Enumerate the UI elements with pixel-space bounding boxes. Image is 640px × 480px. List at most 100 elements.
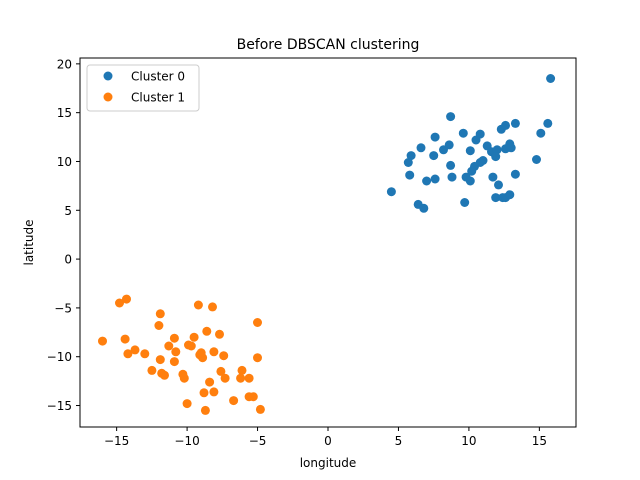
legend-marker bbox=[103, 71, 113, 81]
data-point bbox=[430, 174, 440, 184]
data-point bbox=[193, 300, 203, 310]
legend-label: Cluster 1 bbox=[131, 91, 185, 105]
data-point bbox=[416, 143, 426, 153]
data-point bbox=[543, 118, 553, 128]
x-tick-label: −15 bbox=[104, 434, 129, 448]
chart-title: Before DBSCAN clustering bbox=[237, 37, 420, 53]
data-point bbox=[115, 298, 124, 308]
data-point bbox=[492, 145, 502, 155]
data-point bbox=[467, 166, 477, 176]
data-point bbox=[447, 172, 457, 182]
data-point bbox=[506, 143, 516, 153]
data-point bbox=[123, 349, 133, 359]
data-point bbox=[465, 176, 475, 186]
data-point bbox=[155, 355, 165, 365]
data-point bbox=[510, 169, 520, 179]
data-points bbox=[98, 74, 556, 415]
data-point bbox=[491, 152, 501, 162]
x-tick-label: 15 bbox=[532, 434, 547, 448]
x-axis-label: longitude bbox=[300, 456, 357, 470]
data-point bbox=[98, 336, 107, 346]
series-0 bbox=[386, 74, 556, 213]
data-point bbox=[196, 348, 206, 358]
data-point bbox=[510, 118, 520, 128]
y-tick-label: 10 bbox=[57, 155, 72, 169]
data-point bbox=[429, 151, 439, 161]
data-point bbox=[171, 347, 181, 357]
legend: Cluster 0 Cluster 1 bbox=[86, 64, 200, 112]
y-tick-label: 20 bbox=[57, 57, 72, 71]
data-point bbox=[209, 387, 219, 397]
data-point bbox=[460, 198, 470, 207]
data-point bbox=[386, 187, 396, 197]
data-point bbox=[219, 351, 229, 361]
y-tick-label: 5 bbox=[64, 204, 72, 218]
data-point bbox=[182, 399, 192, 409]
data-point bbox=[491, 193, 501, 203]
data-point bbox=[494, 180, 503, 190]
data-point bbox=[536, 128, 546, 138]
data-point bbox=[169, 357, 179, 367]
data-point bbox=[155, 309, 165, 319]
y-tick-label: 15 bbox=[57, 106, 72, 120]
y-tick-label: −15 bbox=[47, 399, 72, 413]
y-axis-label: latitude bbox=[22, 219, 36, 265]
data-point bbox=[122, 294, 131, 304]
data-point bbox=[446, 160, 456, 170]
y-tick-label: −10 bbox=[47, 350, 72, 364]
x-tick-label: −10 bbox=[174, 434, 199, 448]
data-point bbox=[130, 345, 140, 355]
x-tick-label: −5 bbox=[249, 434, 267, 448]
data-point bbox=[253, 353, 262, 363]
data-point bbox=[444, 140, 454, 150]
x-tick-label: 0 bbox=[324, 434, 332, 448]
data-point bbox=[120, 334, 130, 344]
data-point bbox=[546, 74, 556, 83]
data-point bbox=[244, 373, 254, 383]
data-point bbox=[200, 405, 210, 415]
data-point bbox=[209, 347, 219, 357]
data-point bbox=[501, 120, 510, 130]
data-point bbox=[532, 155, 541, 164]
data-point bbox=[505, 190, 515, 200]
data-point bbox=[186, 341, 196, 351]
data-point bbox=[229, 396, 239, 406]
data-point bbox=[471, 135, 481, 145]
data-point bbox=[403, 158, 413, 167]
data-point bbox=[208, 302, 217, 312]
data-point bbox=[422, 176, 432, 186]
x-tick-label: 5 bbox=[395, 434, 403, 448]
data-point bbox=[465, 146, 475, 156]
data-point bbox=[140, 349, 150, 359]
data-point bbox=[236, 373, 246, 383]
data-point bbox=[406, 151, 416, 161]
data-point bbox=[169, 333, 179, 343]
data-point bbox=[488, 172, 498, 182]
legend-box bbox=[86, 64, 200, 112]
data-point bbox=[154, 321, 164, 330]
data-point bbox=[405, 170, 415, 180]
legend-marker bbox=[103, 92, 113, 102]
data-point bbox=[216, 366, 226, 376]
y-axis: −15 −10 −5 0 5 10 15 20 bbox=[47, 57, 80, 413]
data-point bbox=[189, 332, 199, 342]
data-point bbox=[164, 341, 174, 351]
legend-label: Cluster 0 bbox=[131, 70, 185, 84]
data-point bbox=[202, 326, 212, 336]
data-point bbox=[179, 373, 189, 383]
data-point bbox=[458, 128, 468, 138]
data-point bbox=[147, 365, 157, 375]
x-axis: −15 −10 −5 0 5 10 15 bbox=[104, 427, 547, 448]
data-point bbox=[446, 112, 456, 122]
data-point bbox=[199, 388, 209, 398]
data-point bbox=[430, 132, 440, 142]
data-point bbox=[255, 404, 265, 414]
data-point bbox=[237, 365, 247, 375]
data-point bbox=[220, 373, 230, 383]
series-1 bbox=[98, 294, 265, 415]
y-tick-label: 0 bbox=[64, 253, 72, 267]
data-point bbox=[419, 203, 429, 213]
data-point bbox=[253, 318, 262, 327]
y-tick-label: −5 bbox=[54, 301, 72, 315]
